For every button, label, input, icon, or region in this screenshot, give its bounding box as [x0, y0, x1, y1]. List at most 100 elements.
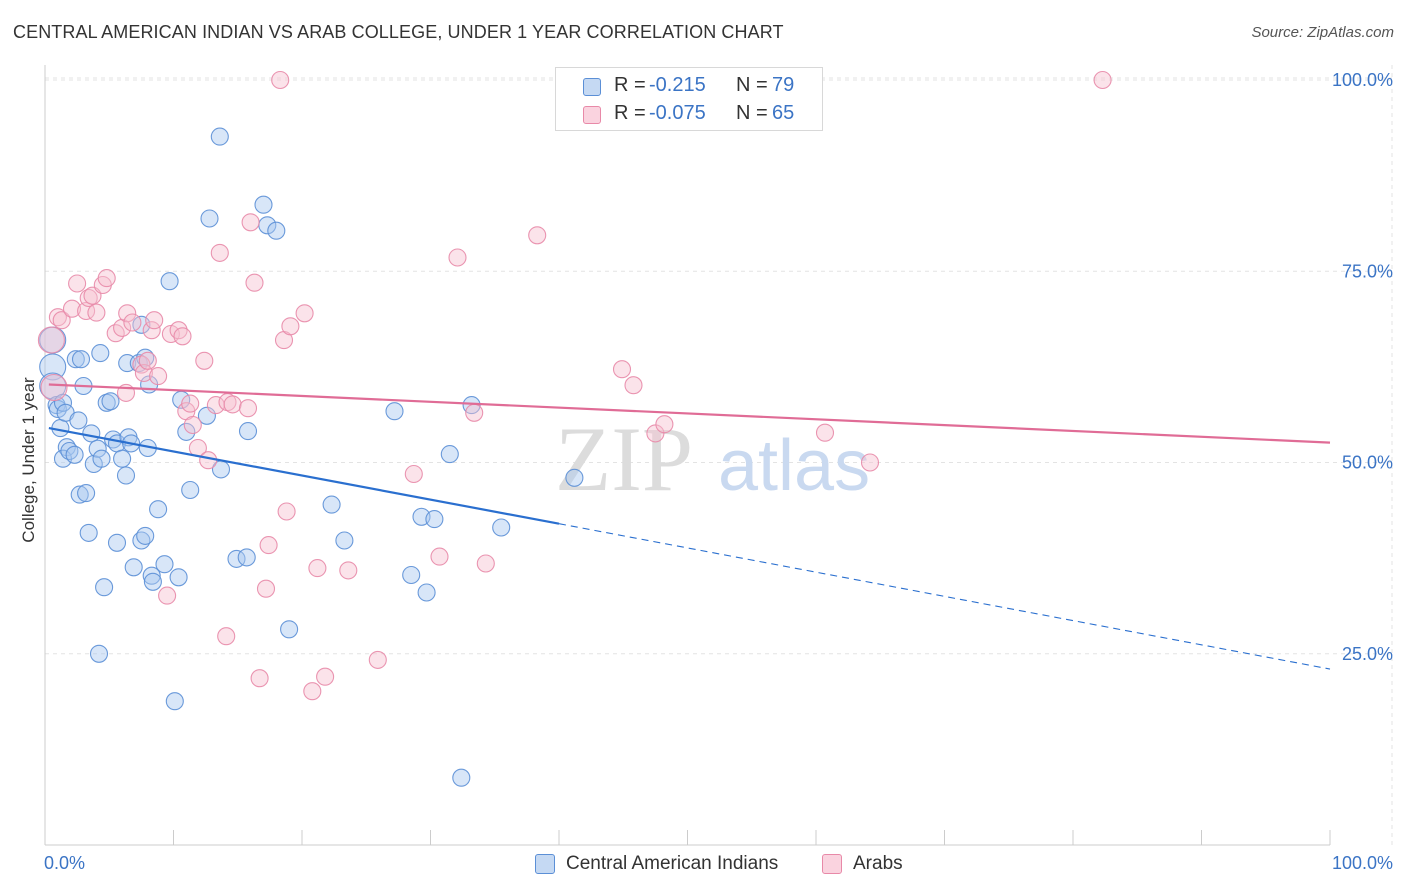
tick-labels: 25.0% 50.0% 75.0% 100.0% 0.0% 100.0%: [44, 70, 1393, 873]
legend-row-blue: R = -0.215 N = 79: [556, 72, 822, 100]
blue-point: [92, 449, 111, 468]
pink-point: [655, 415, 674, 434]
pink-point: [199, 451, 218, 470]
blue-point: [82, 424, 101, 443]
blue-point: [210, 127, 229, 146]
legend-r-label: R =: [614, 74, 646, 96]
blue-point: [440, 445, 459, 464]
pink-point: [138, 351, 157, 370]
legend-label-arabs: Arabs: [853, 853, 903, 874]
blue-point: [69, 411, 88, 430]
legend-label-central-american-indians: Central American Indians: [566, 853, 779, 874]
pink-point: [87, 303, 106, 322]
pink-point: [476, 554, 495, 573]
pink-point: [612, 360, 632, 379]
pink-point: [404, 464, 423, 484]
watermark: ZIP atlas: [555, 408, 870, 510]
blue-point: [425, 510, 444, 529]
blue-point: [65, 445, 84, 464]
watermark-zip: ZIP: [555, 408, 693, 510]
blue-point: [79, 523, 98, 542]
legend-swatch-arabs: [822, 854, 842, 874]
blue-point: [124, 558, 143, 577]
blue-point: [254, 195, 273, 214]
pink-point: [259, 536, 278, 555]
pink-point: [217, 627, 236, 646]
legend-swatch-central-american-indians: [535, 854, 555, 874]
pink-point: [250, 669, 269, 688]
blue-point: [169, 568, 188, 587]
pink-point: [62, 299, 82, 318]
pink-point: [528, 226, 547, 245]
pink-point: [271, 70, 290, 90]
pink-point: [210, 243, 229, 262]
pink-point: [158, 586, 177, 605]
blue-point: [107, 533, 127, 552]
legend-n-value: 79: [772, 74, 795, 96]
blue-point: [113, 449, 132, 468]
legend-r-value: -0.215: [649, 74, 706, 96]
pink-point: [303, 682, 322, 701]
blue-point: [70, 485, 89, 504]
y-tick-label: 100.0%: [1332, 70, 1393, 90]
legend-n-value: 65: [772, 102, 795, 124]
axes: [44, 65, 1331, 846]
blue-point: [143, 572, 162, 591]
blue-point: [155, 555, 174, 574]
blue-point: [165, 692, 184, 711]
blue-point: [88, 439, 107, 458]
gridlines: [45, 65, 1393, 845]
pink-point: [241, 213, 260, 232]
blue-point: [39, 353, 67, 381]
blue-point: [237, 548, 256, 567]
pink-point: [368, 650, 387, 669]
legend-n-label: N =: [736, 74, 768, 96]
pink-point: [113, 318, 132, 337]
blue-point: [71, 350, 91, 369]
blue-point: [565, 468, 584, 487]
pink-point: [448, 248, 467, 267]
legend-swatch-pink: [583, 106, 601, 124]
pink-point: [238, 399, 258, 418]
pink-point: [37, 326, 65, 354]
trend-line-arabs: [48, 383, 1331, 444]
blue-point: [89, 644, 109, 663]
pink-point: [1093, 70, 1112, 90]
pink-point: [281, 317, 300, 336]
pink-point: [465, 403, 484, 422]
blue-point: [77, 484, 96, 503]
pink-point: [256, 579, 276, 598]
trend-layer: [48, 383, 1331, 670]
pink-point: [145, 311, 164, 330]
y-axis-label: College, Under 1 year: [19, 377, 38, 543]
pink-point: [149, 367, 168, 386]
blue-point: [181, 480, 200, 500]
blue-point: [200, 209, 219, 228]
pink-point: [624, 376, 643, 395]
source-label: Source: ZipAtlas.com: [1251, 24, 1394, 41]
blue-point: [149, 500, 168, 519]
blue-point: [402, 565, 421, 585]
pink-point: [430, 547, 449, 566]
x-tick-label: 0.0%: [44, 853, 85, 873]
blue-point: [116, 466, 136, 485]
blue-point: [142, 566, 161, 585]
pink-point: [295, 304, 314, 323]
blue-point: [322, 495, 341, 514]
correlation-legend: R = -0.215 N = 79 R = -0.075 N = 65: [555, 67, 823, 131]
pink-point: [40, 373, 68, 402]
pink-point: [316, 667, 335, 686]
pink-point: [815, 423, 835, 442]
pink-point: [97, 269, 116, 288]
pink-point: [308, 559, 327, 578]
y-tick-label: 50.0%: [1342, 453, 1393, 473]
blue-point: [66, 350, 85, 369]
blue-point: [136, 526, 155, 545]
points-layer: [37, 70, 1112, 787]
blue-point: [385, 402, 404, 421]
legend-swatch-blue: [583, 78, 601, 96]
trend-line-dashed-central-american-indians: [558, 523, 1331, 670]
pink-point: [860, 453, 880, 472]
watermark-atlas: atlas: [718, 426, 870, 506]
